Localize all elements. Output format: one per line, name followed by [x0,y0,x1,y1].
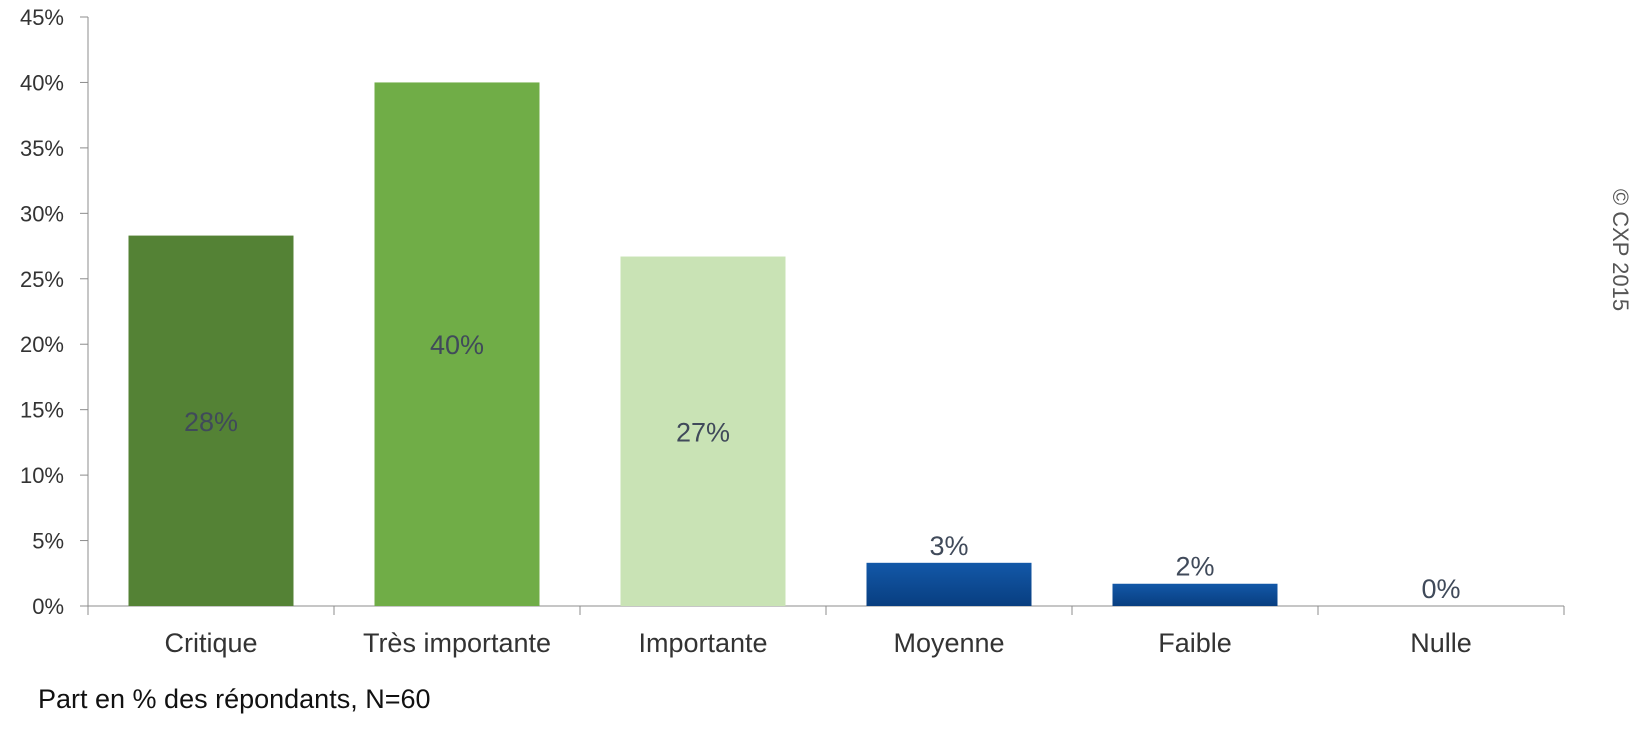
bar-tr-s-importante [374,82,540,606]
bar-importante [620,256,786,606]
x-tick-label: Très importante [363,628,551,658]
data-label: 0% [1421,574,1460,604]
bar-critique [128,235,294,606]
y-tick-label: 20% [20,332,64,357]
y-tick-label: 0% [32,594,64,619]
x-tick-label: Nulle [1410,628,1472,658]
y-tick-label: 15% [20,398,64,423]
x-tick-label: Moyenne [893,628,1004,658]
y-tick-label: 45% [20,5,64,30]
y-tick-label: 10% [20,463,64,488]
x-tick-label: Faible [1158,628,1232,658]
y-tick-label: 40% [20,70,64,95]
x-tick-label: Importante [638,628,767,658]
data-label: 2% [1175,552,1214,582]
bar-moyenne [866,562,1032,606]
y-tick-label: 30% [20,201,64,226]
data-label: 40% [430,330,484,360]
y-tick-label: 25% [20,267,64,292]
respondent-note: Part en % des répondants, N=60 [38,684,431,714]
copyright-watermark: © CXP 2015 [1608,188,1633,312]
y-tick-label: 5% [32,529,64,554]
data-label: 27% [676,417,730,447]
x-tick-label: Critique [164,628,257,658]
bar-faible [1112,583,1278,606]
data-label: 3% [929,531,968,561]
y-tick-label: 35% [20,136,64,161]
data-label: 28% [184,407,238,437]
